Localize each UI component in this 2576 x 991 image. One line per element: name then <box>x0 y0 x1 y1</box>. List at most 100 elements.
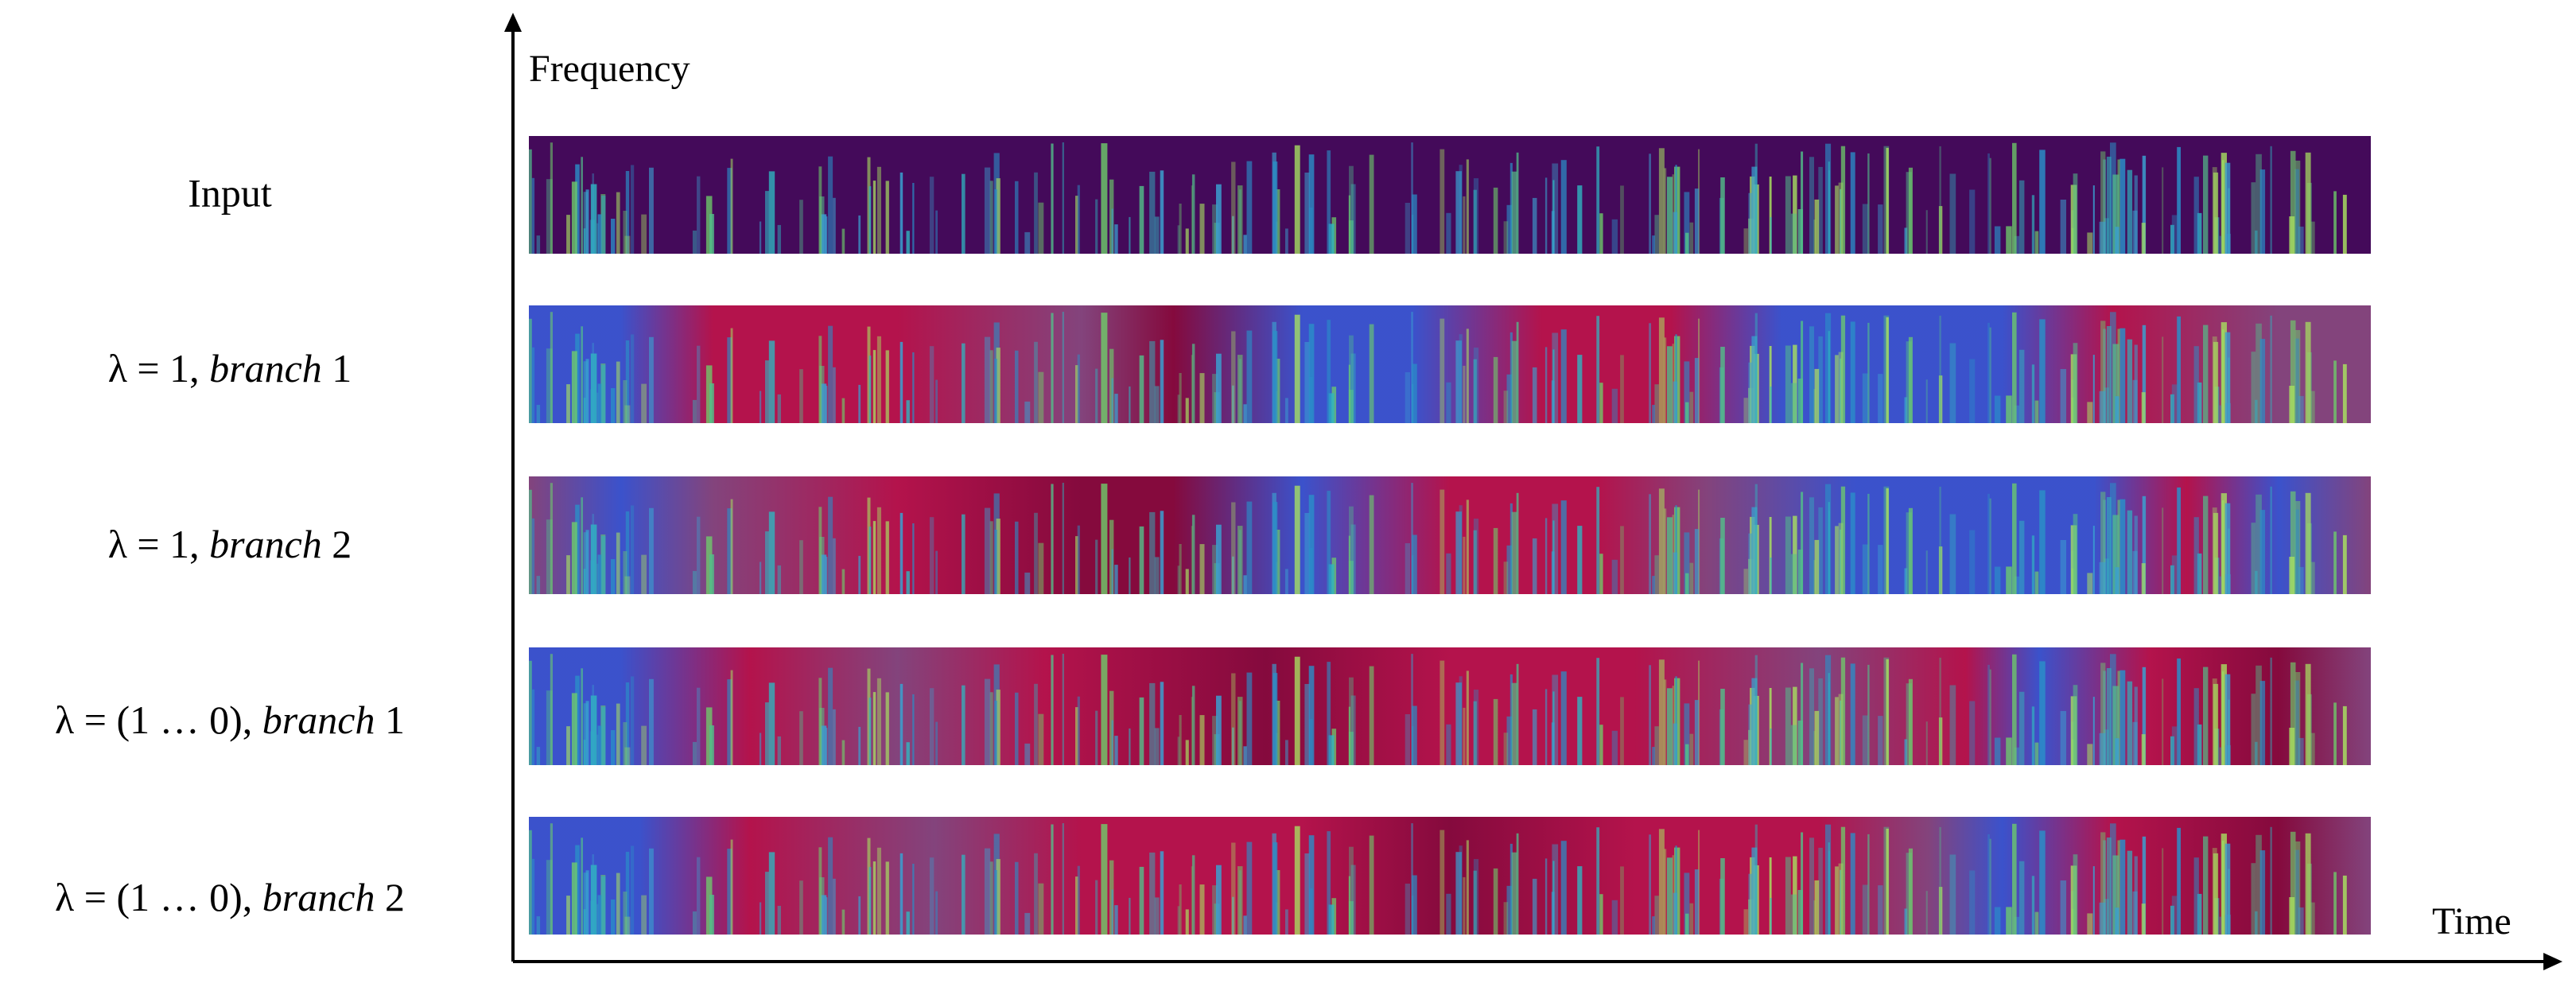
x-axis-label: Time <box>2432 900 2512 942</box>
spectral-streak <box>571 693 577 765</box>
spectral-streak <box>1328 735 1335 765</box>
spectral-streak <box>2219 747 2222 765</box>
spectral-streak <box>2170 224 2174 254</box>
spectral-streak <box>1412 194 1417 254</box>
spectral-streak <box>2100 663 2106 765</box>
spectral-streak <box>1455 340 1462 423</box>
spectral-streak <box>1987 664 1990 765</box>
spectral-streak <box>994 189 997 254</box>
spectral-streak <box>1129 216 1131 254</box>
spectral-streak <box>2219 916 2222 935</box>
spectral-streak <box>1199 884 1205 935</box>
spectral-streak <box>1075 365 1078 423</box>
spectral-streak <box>1599 213 1603 254</box>
spectral-streak <box>2170 565 2174 594</box>
spectral-streak <box>2197 382 2202 423</box>
spectral-streak <box>641 214 647 254</box>
spectral-streak <box>1327 320 1331 423</box>
spectral-streak <box>1620 697 1624 765</box>
spectral-streak <box>2142 666 2147 765</box>
spectral-streak <box>1466 670 1469 765</box>
spectral-streak <box>1769 688 1772 765</box>
spectral-streak <box>1987 153 1990 254</box>
spectral-streak <box>2100 492 2106 594</box>
spectral-streak <box>2018 180 2025 254</box>
spectral-streak <box>1349 335 1354 423</box>
spectral-streak <box>2290 831 2296 935</box>
spectral-streak <box>2018 349 2025 423</box>
spectral-streak <box>2224 674 2231 765</box>
spectral-streak <box>692 570 697 594</box>
spectral-streak <box>2251 694 2256 765</box>
spectral-streak <box>601 706 606 765</box>
spectral-streak <box>1349 677 1354 765</box>
spectral-streak <box>1077 525 1080 594</box>
spectral-streak <box>1754 484 1758 594</box>
spectral-streak <box>1511 852 1517 935</box>
spectral-streak <box>1503 562 1509 594</box>
spectral-streak <box>1237 697 1243 765</box>
spectral-streak <box>2012 142 2017 254</box>
spectral-streak <box>912 352 915 423</box>
spectral-streak <box>1969 701 1976 765</box>
spectral-streak <box>1809 157 1814 254</box>
spectral-streak <box>2134 175 2138 254</box>
spectral-streak <box>601 195 606 254</box>
spectral-streak <box>1015 521 1019 594</box>
spectral-streak <box>872 350 876 423</box>
spectral-streak <box>1177 225 1180 254</box>
spectral-streak <box>1149 340 1156 423</box>
spectral-streak <box>623 211 627 254</box>
spectral-streak <box>1328 223 1335 254</box>
spectral-streak <box>709 554 714 594</box>
spectral-streak <box>1801 151 1804 254</box>
spectral-streak <box>1908 167 1913 254</box>
spectral-streak <box>2298 737 2304 765</box>
spectral-streak <box>1904 568 1908 594</box>
spectral-streak <box>2255 399 2258 423</box>
spectral-streak <box>2104 899 2109 935</box>
spectral-streak <box>821 383 827 423</box>
spectral-streak <box>625 171 630 254</box>
spectral-streak <box>1867 664 1870 765</box>
spectral-streak <box>1308 666 1315 765</box>
spectral-streak <box>1024 572 1031 594</box>
spectral-streak <box>777 394 781 423</box>
spectral-streak <box>1455 511 1462 594</box>
spectral-streak <box>1673 552 1678 594</box>
spectral-streak <box>2197 724 2202 765</box>
spectral-streak <box>2342 875 2347 935</box>
spectral-streak <box>759 733 762 765</box>
spectral-streak <box>1473 189 1477 254</box>
spectral-streak <box>571 351 577 423</box>
spectral-streak <box>1925 721 1928 765</box>
spectral-streak <box>1348 220 1354 254</box>
spectral-streak <box>2039 319 2046 423</box>
spectral-streak <box>2014 405 2020 423</box>
spectral-streak <box>2127 681 2133 765</box>
spectral-streak <box>550 823 553 935</box>
spectral-streak <box>611 900 616 935</box>
spectral-streak <box>1790 725 1797 765</box>
spectral-streak <box>1232 385 1234 423</box>
spectral-streak <box>868 698 872 765</box>
spectral-streak <box>1246 501 1253 594</box>
spectral-streak <box>2034 742 2039 765</box>
spectral-streak <box>1405 543 1410 594</box>
spectral-streak <box>1034 172 1038 254</box>
spectral-streak <box>2103 670 2107 765</box>
spectral-streak <box>692 399 697 423</box>
spectral-streak <box>759 562 762 594</box>
spectral-streak <box>1825 484 1832 594</box>
spectral-streak <box>592 173 594 254</box>
spectral-streak <box>1154 386 1160 423</box>
spectral-streak <box>1348 706 1351 765</box>
spectral-streak <box>1051 143 1054 254</box>
spectral-streak <box>2100 321 2106 423</box>
spectral-streak <box>2092 526 2095 594</box>
lambda-expression: λ = 1, <box>108 522 200 566</box>
spectral-streak <box>730 328 733 423</box>
spectral-streak <box>1177 565 1180 594</box>
spectral-streak <box>2100 151 2106 254</box>
spectral-streak <box>1272 842 1278 935</box>
